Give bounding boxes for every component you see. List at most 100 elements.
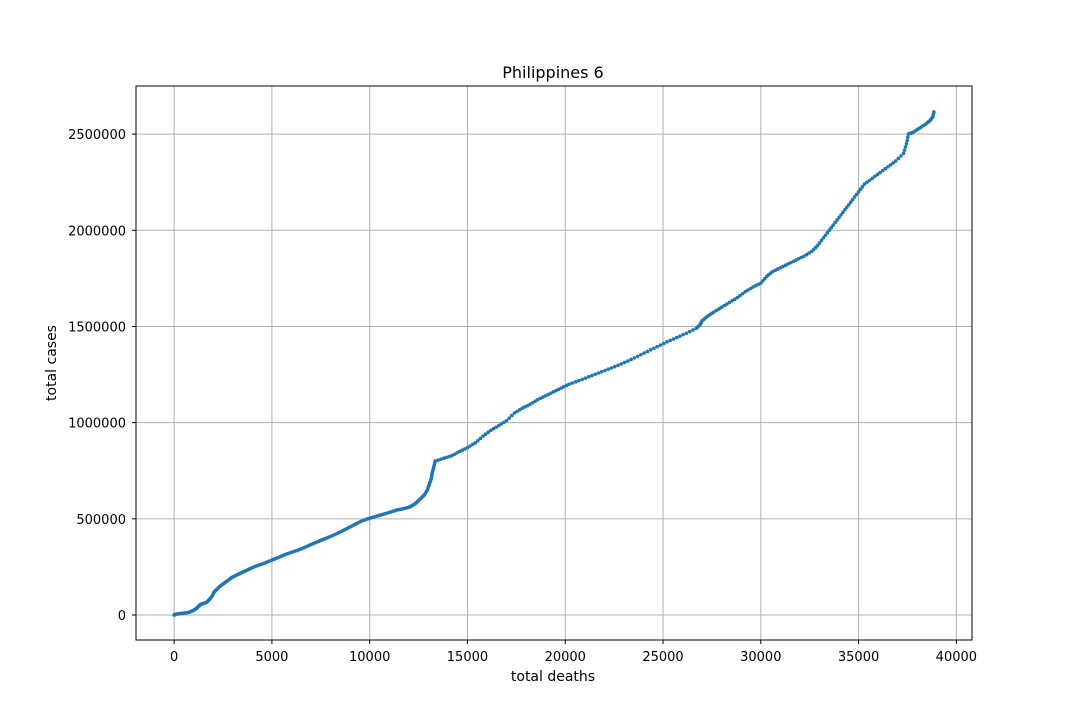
data-point xyxy=(681,332,686,337)
data-point xyxy=(841,210,845,215)
grid xyxy=(136,86,972,640)
data-point xyxy=(905,138,909,143)
y-tick-label: 1000000 xyxy=(68,417,126,432)
data-point xyxy=(652,346,656,351)
data-point xyxy=(512,411,517,415)
data-point xyxy=(655,344,659,349)
chart-title: Philippines 6 xyxy=(502,63,603,82)
data-point xyxy=(878,170,882,175)
data-points xyxy=(172,110,936,617)
data-point xyxy=(468,444,472,448)
data-point xyxy=(823,233,828,238)
data-point xyxy=(509,413,514,418)
data-point xyxy=(436,458,440,462)
x-tick-label: 5000 xyxy=(255,650,288,665)
data-point xyxy=(837,215,841,220)
data-point xyxy=(580,377,584,382)
data-point xyxy=(478,436,483,441)
data-point xyxy=(725,302,729,306)
data-point xyxy=(504,418,509,423)
data-point xyxy=(886,164,890,169)
data-point xyxy=(821,236,826,240)
data-point xyxy=(717,307,721,311)
data-point xyxy=(502,420,506,425)
data-point xyxy=(902,148,907,152)
data-point xyxy=(905,135,910,140)
data-point xyxy=(530,400,535,405)
y-tick-label: 1500000 xyxy=(68,320,126,335)
data-point xyxy=(599,369,604,374)
data-point xyxy=(489,428,493,433)
data-point xyxy=(433,459,438,463)
data-point xyxy=(629,357,633,362)
data-point xyxy=(507,416,511,420)
data-point xyxy=(743,290,747,294)
data-point xyxy=(901,151,906,156)
data-point xyxy=(738,293,742,298)
x-tick-label: 20000 xyxy=(545,650,586,665)
x-axis-label: total deaths xyxy=(511,669,595,685)
data-point xyxy=(671,337,676,341)
x-tick-label: 40000 xyxy=(936,650,977,665)
y-tick-label: 2500000 xyxy=(68,128,126,143)
data-point xyxy=(745,288,750,293)
data-point xyxy=(661,341,666,346)
data-point xyxy=(748,286,753,291)
data-point xyxy=(740,291,745,296)
x-tick-label: 25000 xyxy=(642,650,683,665)
data-point xyxy=(577,378,581,383)
data-point xyxy=(893,159,898,163)
data-point xyxy=(590,373,594,378)
data-point xyxy=(870,176,875,181)
data-point xyxy=(593,372,598,377)
data-point xyxy=(843,207,847,212)
data-point xyxy=(665,340,669,344)
data-point xyxy=(845,205,849,209)
data-point xyxy=(596,371,601,375)
data-point xyxy=(735,295,740,300)
data-point xyxy=(439,457,443,461)
data-point xyxy=(583,376,588,380)
data-point xyxy=(678,334,682,338)
data-point xyxy=(860,184,865,189)
data-point xyxy=(573,380,578,384)
data-point xyxy=(528,402,532,407)
data-point xyxy=(719,305,724,310)
data-point xyxy=(632,356,637,360)
data-point xyxy=(515,409,519,414)
y-tick-label: 0 xyxy=(118,609,126,624)
data-point xyxy=(658,343,663,347)
data-point xyxy=(899,154,903,158)
data-point xyxy=(619,362,624,366)
data-point xyxy=(854,192,859,197)
data-point xyxy=(687,329,692,334)
data-point xyxy=(494,425,498,429)
data-point xyxy=(802,254,806,259)
data-point xyxy=(883,166,888,171)
y-tick-label: 2000000 xyxy=(68,224,126,239)
data-point xyxy=(858,187,863,192)
data-point xyxy=(470,442,475,447)
plot-frame xyxy=(135,85,973,641)
data-point xyxy=(932,110,936,114)
data-point xyxy=(476,438,480,443)
y-tick-label: 500000 xyxy=(76,513,126,528)
y-axis-label: total cases xyxy=(44,325,60,401)
data-point xyxy=(473,441,478,445)
y-axis: 0 500000 1000000 1500000 2000000 2500000 xyxy=(68,128,136,624)
data-point xyxy=(609,366,614,370)
data-point xyxy=(483,432,488,436)
data-point xyxy=(674,335,679,340)
x-tick-label: 15000 xyxy=(447,650,488,665)
data-point xyxy=(714,308,719,313)
data-point xyxy=(691,328,695,332)
data-point xyxy=(481,434,485,438)
data-point xyxy=(825,231,830,235)
data-point xyxy=(491,426,496,431)
data-point xyxy=(829,225,833,230)
data-point xyxy=(570,381,575,385)
data-point xyxy=(639,352,643,357)
data-point xyxy=(852,195,857,199)
